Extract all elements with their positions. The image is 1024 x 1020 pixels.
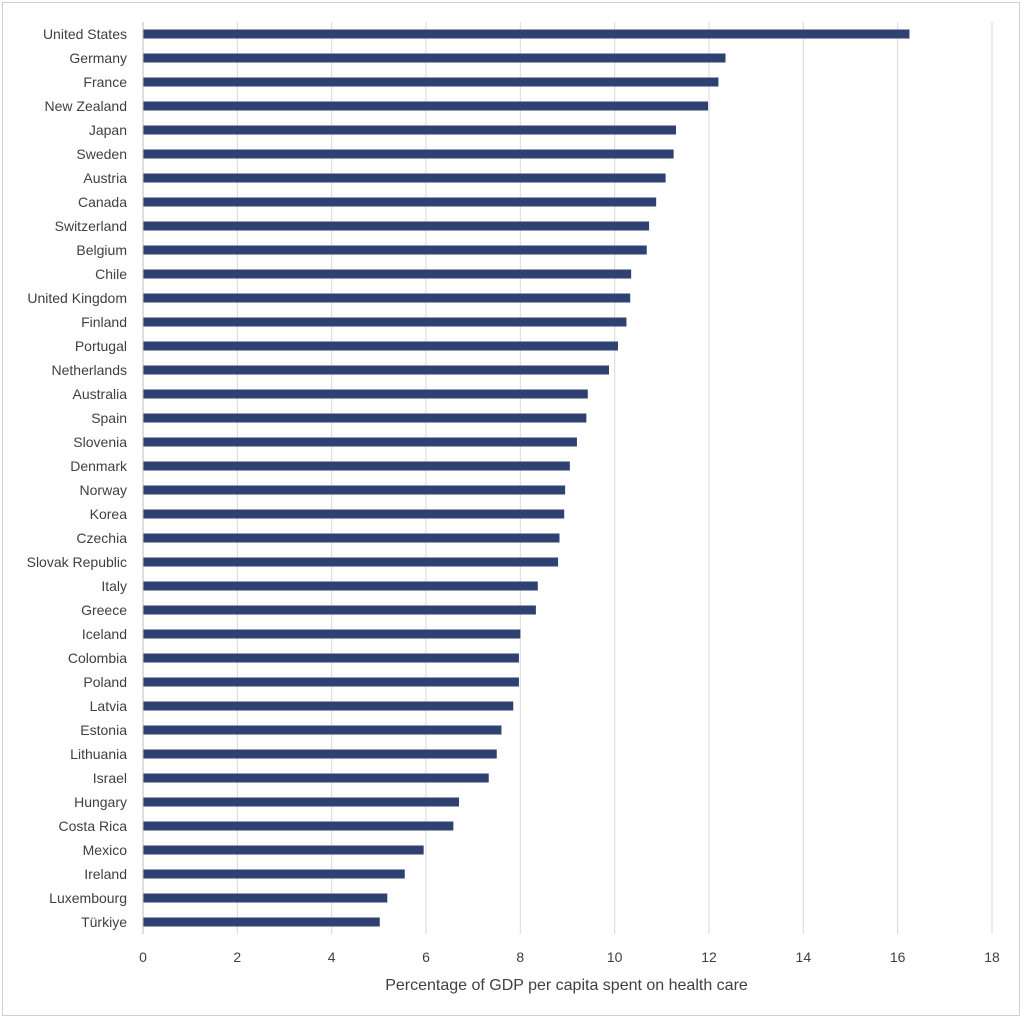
category-label: Japan xyxy=(89,122,127,138)
bar xyxy=(143,77,719,87)
bar xyxy=(143,173,666,183)
x-tick-label: 0 xyxy=(139,949,147,965)
category-label: Mexico xyxy=(83,842,128,858)
bar xyxy=(143,365,610,375)
x-tick-label: 16 xyxy=(890,949,906,965)
bar xyxy=(143,413,587,423)
category-label: Luxembourg xyxy=(49,890,127,906)
category-label: Netherlands xyxy=(52,362,128,378)
bar xyxy=(143,293,631,303)
bar xyxy=(143,869,405,879)
bar xyxy=(143,245,647,255)
category-label: Finland xyxy=(81,314,127,330)
x-axis-title: Percentage of GDP per capita spent on he… xyxy=(385,977,748,994)
category-label: United Kingdom xyxy=(27,290,127,306)
category-labels: United States Germany France New Zealand Jap… xyxy=(27,26,128,930)
bar xyxy=(143,533,560,543)
bar xyxy=(143,389,588,399)
category-label: Ireland xyxy=(84,866,127,882)
x-tick-label: 14 xyxy=(796,949,812,965)
bar xyxy=(143,221,650,231)
x-tick-label: 2 xyxy=(233,949,241,965)
bar xyxy=(143,149,674,159)
x-tick-label: 12 xyxy=(701,949,717,965)
category-label: Sweden xyxy=(76,146,127,162)
bar xyxy=(143,485,566,495)
category-label: Lithuania xyxy=(70,746,127,762)
category-label: New Zealand xyxy=(45,98,128,114)
bar xyxy=(143,845,424,855)
category-label: Portugal xyxy=(75,338,127,354)
bar xyxy=(143,653,519,663)
category-label: France xyxy=(83,74,127,90)
category-label: Slovenia xyxy=(73,434,127,450)
bar xyxy=(143,29,910,39)
x-tick-label: 18 xyxy=(984,949,1000,965)
category-label: Türkiye xyxy=(81,914,127,930)
category-label: Norway xyxy=(80,482,127,498)
category-label: Spain xyxy=(91,410,127,426)
x-tick-label: 10 xyxy=(607,949,623,965)
bar xyxy=(143,125,676,135)
category-label: Canada xyxy=(78,194,127,210)
bar xyxy=(143,917,380,927)
bar xyxy=(143,557,559,567)
category-label: Italy xyxy=(101,578,127,594)
category-label: Estonia xyxy=(80,722,127,738)
bar xyxy=(143,749,497,759)
bar xyxy=(143,701,514,711)
bar xyxy=(143,269,632,279)
category-label: Costa Rica xyxy=(59,818,128,834)
category-label: Austria xyxy=(83,170,127,186)
category-label: Latvia xyxy=(90,698,128,714)
category-label: Colombia xyxy=(68,650,127,666)
bar xyxy=(143,101,709,111)
bar xyxy=(143,821,454,831)
category-label: Greece xyxy=(81,602,127,618)
x-tick-labels: 0 2 4 6 8 10 12 14 16 18 xyxy=(139,949,1000,965)
x-tick-label: 8 xyxy=(516,949,524,965)
bar xyxy=(143,437,577,447)
category-label: Germany xyxy=(69,50,127,66)
category-label: Australia xyxy=(73,386,128,402)
gridlines xyxy=(236,22,993,934)
bar xyxy=(143,605,536,615)
bar xyxy=(143,197,657,207)
category-label: United States xyxy=(43,26,127,42)
bar xyxy=(143,677,519,687)
category-label: Israel xyxy=(93,770,127,786)
bar xyxy=(143,317,627,327)
category-label: Chile xyxy=(95,266,127,282)
category-label: Poland xyxy=(83,674,127,690)
bar xyxy=(143,53,726,63)
bars xyxy=(143,29,910,927)
category-label: Hungary xyxy=(74,794,127,810)
x-tick-label: 4 xyxy=(328,949,336,965)
bar xyxy=(143,581,538,591)
bar xyxy=(143,341,618,351)
category-label: Switzerland xyxy=(55,218,127,234)
category-label: Slovak Republic xyxy=(27,554,127,570)
bar xyxy=(143,797,460,807)
category-label: Korea xyxy=(90,506,128,522)
category-label: Denmark xyxy=(70,458,128,474)
bar xyxy=(143,461,570,471)
category-label: Belgium xyxy=(76,242,127,258)
bar xyxy=(143,773,489,783)
category-label: Iceland xyxy=(82,626,127,642)
category-label: Czechia xyxy=(76,530,127,546)
bar xyxy=(143,629,521,639)
bar xyxy=(143,893,388,903)
bar xyxy=(143,725,502,735)
x-tick-label: 6 xyxy=(422,949,430,965)
bar xyxy=(143,509,565,519)
